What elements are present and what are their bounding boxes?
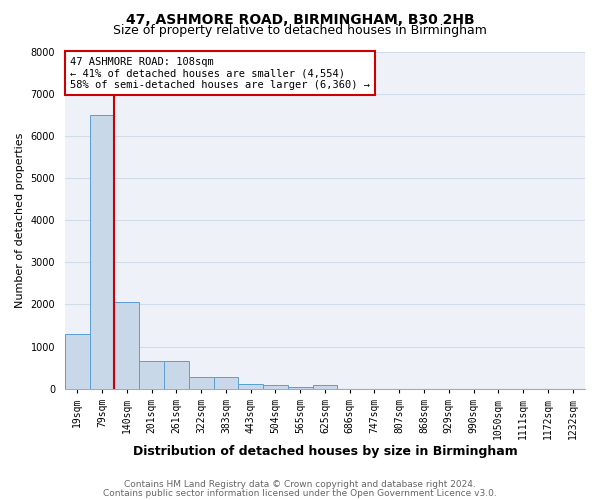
Bar	[189, 377, 214, 389]
Bar	[214, 377, 238, 389]
Bar	[89, 114, 115, 389]
Bar	[115, 302, 139, 389]
X-axis label: Distribution of detached houses by size in Birmingham: Distribution of detached houses by size …	[133, 444, 517, 458]
Bar	[139, 362, 164, 389]
Bar	[164, 362, 189, 389]
Bar	[263, 386, 288, 389]
Text: 47, ASHMORE ROAD, BIRMINGHAM, B30 2HB: 47, ASHMORE ROAD, BIRMINGHAM, B30 2HB	[125, 12, 475, 26]
Text: 47 ASHMORE ROAD: 108sqm
← 41% of detached houses are smaller (4,554)
58% of semi: 47 ASHMORE ROAD: 108sqm ← 41% of detache…	[70, 56, 370, 90]
Text: Contains public sector information licensed under the Open Government Licence v3: Contains public sector information licen…	[103, 488, 497, 498]
Bar	[288, 386, 313, 389]
Y-axis label: Number of detached properties: Number of detached properties	[15, 132, 25, 308]
Bar	[65, 334, 89, 389]
Text: Size of property relative to detached houses in Birmingham: Size of property relative to detached ho…	[113, 24, 487, 37]
Text: Contains HM Land Registry data © Crown copyright and database right 2024.: Contains HM Land Registry data © Crown c…	[124, 480, 476, 489]
Bar	[238, 384, 263, 389]
Bar	[313, 386, 337, 389]
